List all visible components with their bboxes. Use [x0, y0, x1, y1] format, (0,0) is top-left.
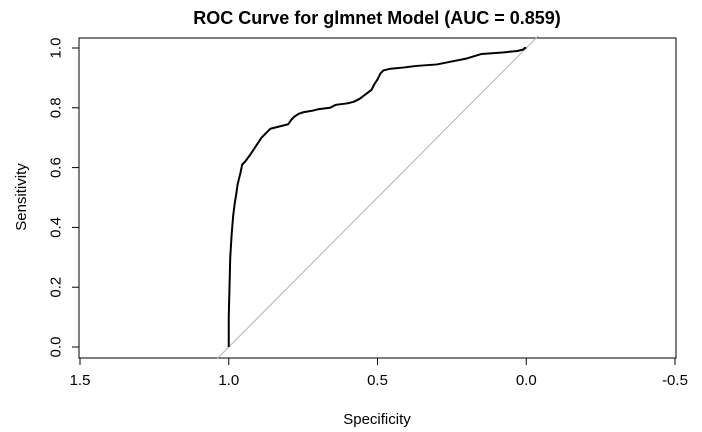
- y-tick-label: 0.4: [48, 217, 65, 238]
- x-tick-label: -0.5: [662, 372, 688, 389]
- y-axis-label: Sensitivity: [13, 163, 30, 231]
- x-tick-label: 0.0: [516, 372, 537, 389]
- x-tick-label: 1.5: [70, 372, 91, 389]
- y-tick-label: 0.6: [48, 157, 65, 178]
- chart-title: ROC Curve for glmnet Model (AUC = 0.859): [193, 8, 561, 28]
- y-tick-label: 0.8: [48, 97, 65, 118]
- y-tick-label: 1.0: [48, 38, 65, 59]
- x-tick-label: 1.0: [218, 372, 239, 389]
- roc-curve-line: [227, 47, 527, 347]
- x-axis: 1.5 1.0 0.5 0.0 -0.5: [70, 357, 688, 389]
- y-tick-label: 0.2: [48, 277, 65, 298]
- x-axis-label: Specificity: [343, 411, 411, 428]
- y-tick-label: 0.0: [48, 337, 65, 358]
- series-layer: [216, 35, 539, 360]
- y-axis: 0.0 0.2 0.4 0.6 0.8 1.0: [48, 38, 80, 358]
- reference-diagonal-line: [216, 35, 539, 360]
- x-tick-label: 0.5: [367, 372, 388, 389]
